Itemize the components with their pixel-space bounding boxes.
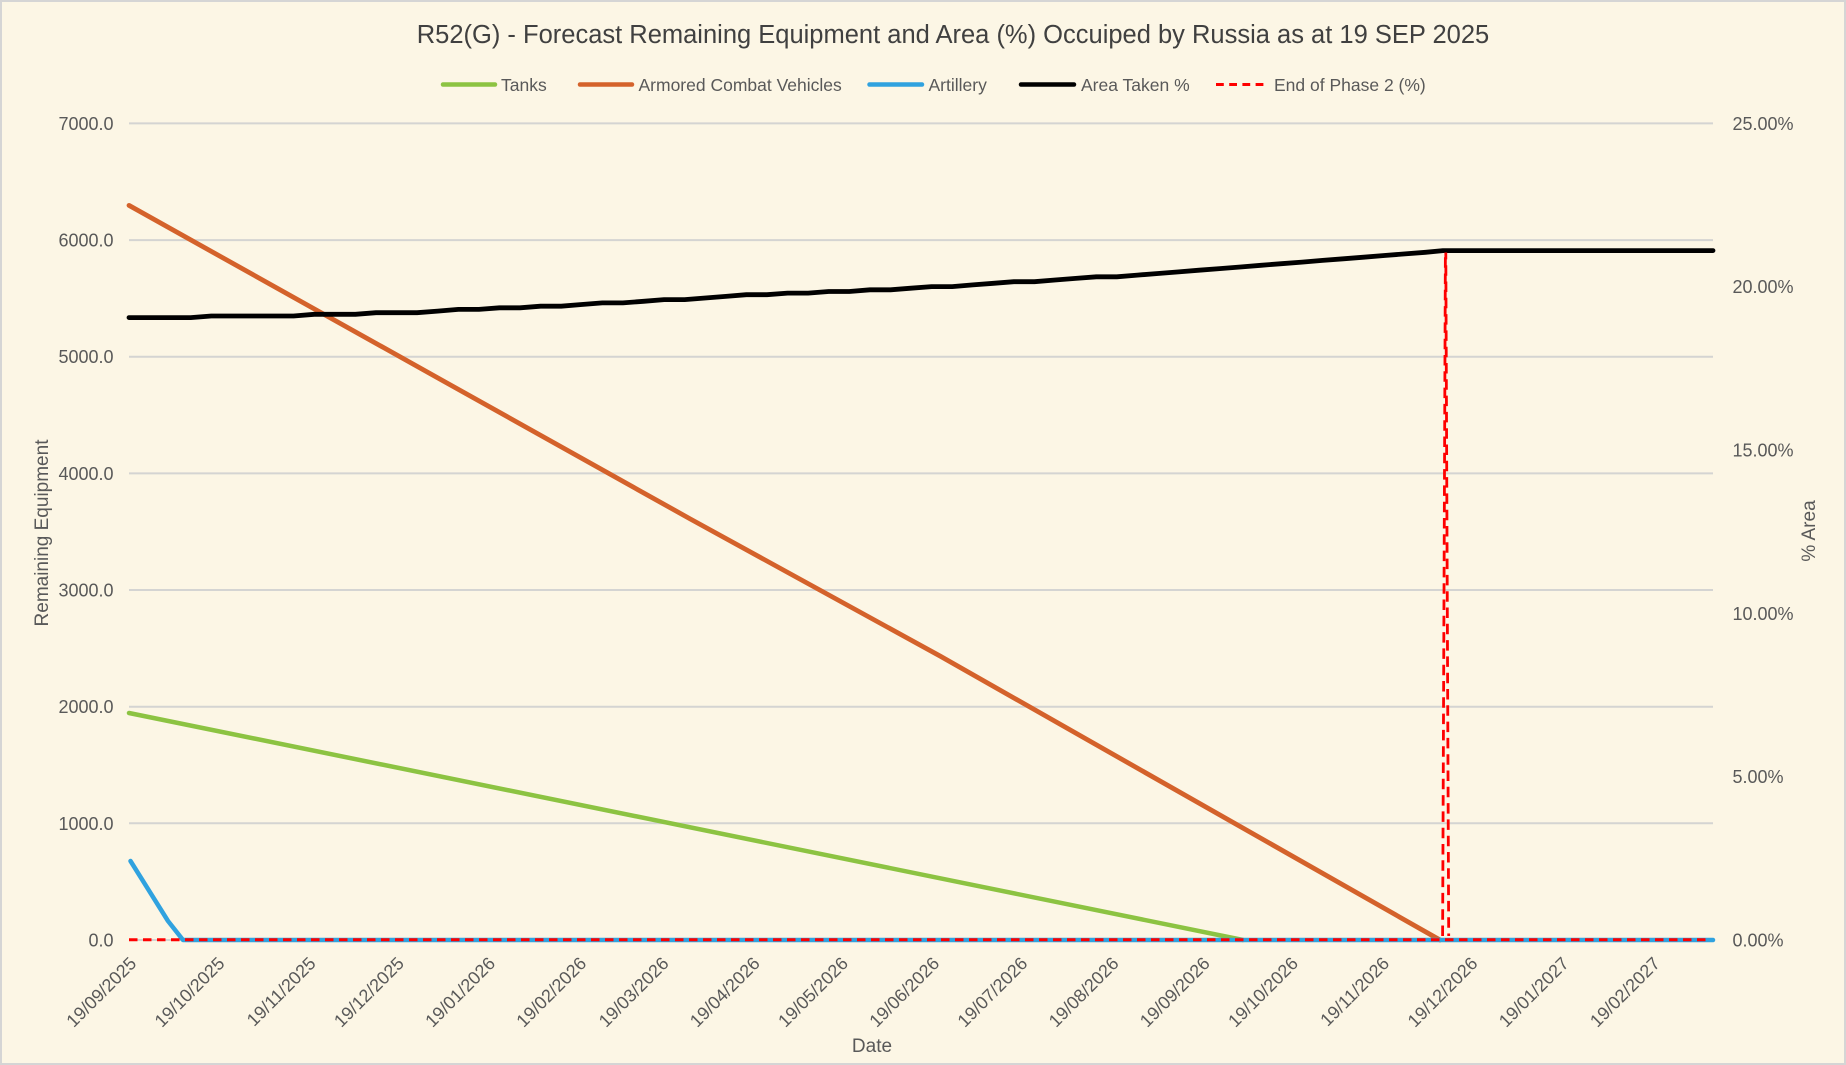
svg-text:Artillery: Artillery (929, 75, 988, 95)
svg-text:Area Taken %: Area Taken % (1081, 75, 1190, 95)
svg-text:3000.0: 3000.0 (58, 581, 113, 601)
svg-text:1000.0: 1000.0 (58, 814, 113, 834)
svg-text:4000.0: 4000.0 (58, 464, 113, 484)
svg-text:2000.0: 2000.0 (58, 697, 113, 717)
svg-text:Tanks: Tanks (501, 75, 547, 95)
svg-text:25.00%: 25.00% (1733, 114, 1794, 134)
svg-text:% Area: % Area (1799, 500, 1820, 562)
svg-text:0.00%: 0.00% (1733, 931, 1784, 951)
svg-text:20.00%: 20.00% (1733, 277, 1794, 297)
svg-text:15.00%: 15.00% (1733, 441, 1794, 461)
svg-text:R52(G) - Forecast Remaining Eq: R52(G) - Forecast Remaining Equipment an… (417, 21, 1489, 49)
svg-text:6000.0: 6000.0 (58, 231, 113, 251)
svg-text:End of Phase 2 (%): End of Phase 2 (%) (1274, 75, 1426, 95)
svg-text:5000.0: 5000.0 (58, 347, 113, 367)
svg-text:Date: Date (852, 1036, 892, 1057)
svg-text:7000.0: 7000.0 (58, 114, 113, 134)
svg-text:5.00%: 5.00% (1733, 767, 1784, 787)
svg-text:0.0: 0.0 (88, 931, 113, 951)
svg-text:Remaining Equipment: Remaining Equipment (32, 439, 53, 627)
svg-text:Armored Combat Vehicles: Armored Combat Vehicles (639, 75, 843, 95)
svg-text:10.00%: 10.00% (1733, 604, 1794, 624)
